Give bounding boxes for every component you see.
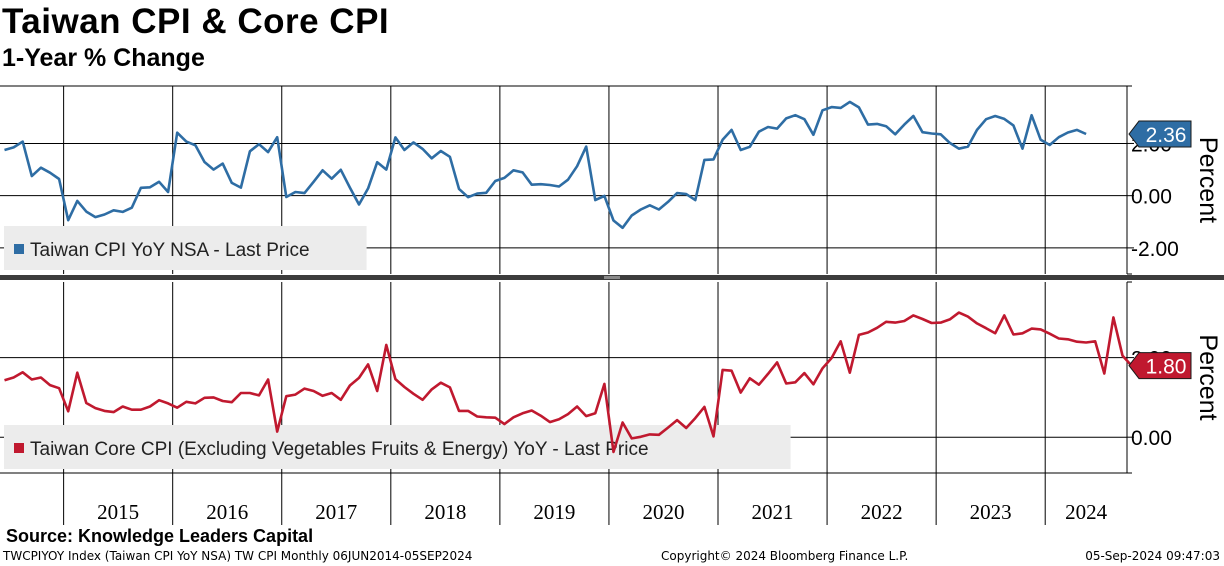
footer-ticker-info: TWCPIYOY Index (Taiwan CPI YoY NSA) TW C… — [3, 549, 473, 563]
last-value-tag-1: 2.36 — [1128, 120, 1192, 148]
x-tick-label: 2020 — [642, 500, 684, 524]
legend-background — [4, 425, 791, 469]
chart-subtitle: 1-Year % Change — [2, 44, 205, 72]
last-value-tag-shape — [1128, 120, 1192, 148]
x-tick-label: 2019 — [533, 500, 575, 524]
legend-swatch — [14, 443, 24, 453]
x-tick-label: 2017 — [315, 500, 357, 524]
legend-label: Taiwan CPI YoY NSA - Last Price — [30, 240, 310, 261]
last-value-label: 2.36 — [1146, 124, 1187, 147]
x-tick-label: 2022 — [861, 500, 903, 524]
last-value-tag-2: 1.80 — [1128, 352, 1192, 380]
y-tick-label: -2.00 — [1131, 238, 1179, 261]
legend-1: Taiwan CPI YoY NSA - Last Price — [4, 226, 367, 270]
x-tick-label: 2023 — [970, 500, 1012, 524]
x-tick-label: 2016 — [206, 500, 248, 524]
last-value-tag-shape — [1128, 352, 1192, 380]
chart-title: Taiwan CPI & Core CPI — [2, 2, 390, 41]
x-tick-label: 2021 — [752, 500, 794, 524]
legend-2: Taiwan Core CPI (Excluding Vegetables Fr… — [4, 425, 791, 469]
x-tick-label: 2024 — [1065, 500, 1108, 524]
legend-swatch — [14, 244, 24, 254]
y-axis-title: Percent — [1194, 334, 1222, 420]
series-line-2 — [4, 311, 1169, 454]
y-tick-label: 0.00 — [1131, 186, 1172, 209]
footer-copyright: Copyright© 2024 Bloomberg Finance L.P. — [661, 549, 909, 563]
y-tick-label: 0.00 — [1131, 427, 1172, 450]
panel-divider-grip — [604, 276, 620, 279]
legend-label: Taiwan Core CPI (Excluding Vegetables Fr… — [30, 439, 649, 460]
y-axis-title: Percent — [1194, 137, 1222, 223]
footer-timestamp: 05-Sep-2024 09:47:03 — [1085, 549, 1220, 563]
x-tick-label: 2015 — [97, 500, 139, 524]
x-tick-label: 2018 — [424, 500, 466, 524]
series-line-1 — [4, 100, 1087, 230]
source-note: Source: Knowledge Leaders Capital — [6, 526, 314, 546]
legend-background — [4, 226, 367, 270]
last-value-label: 1.80 — [1146, 356, 1187, 379]
